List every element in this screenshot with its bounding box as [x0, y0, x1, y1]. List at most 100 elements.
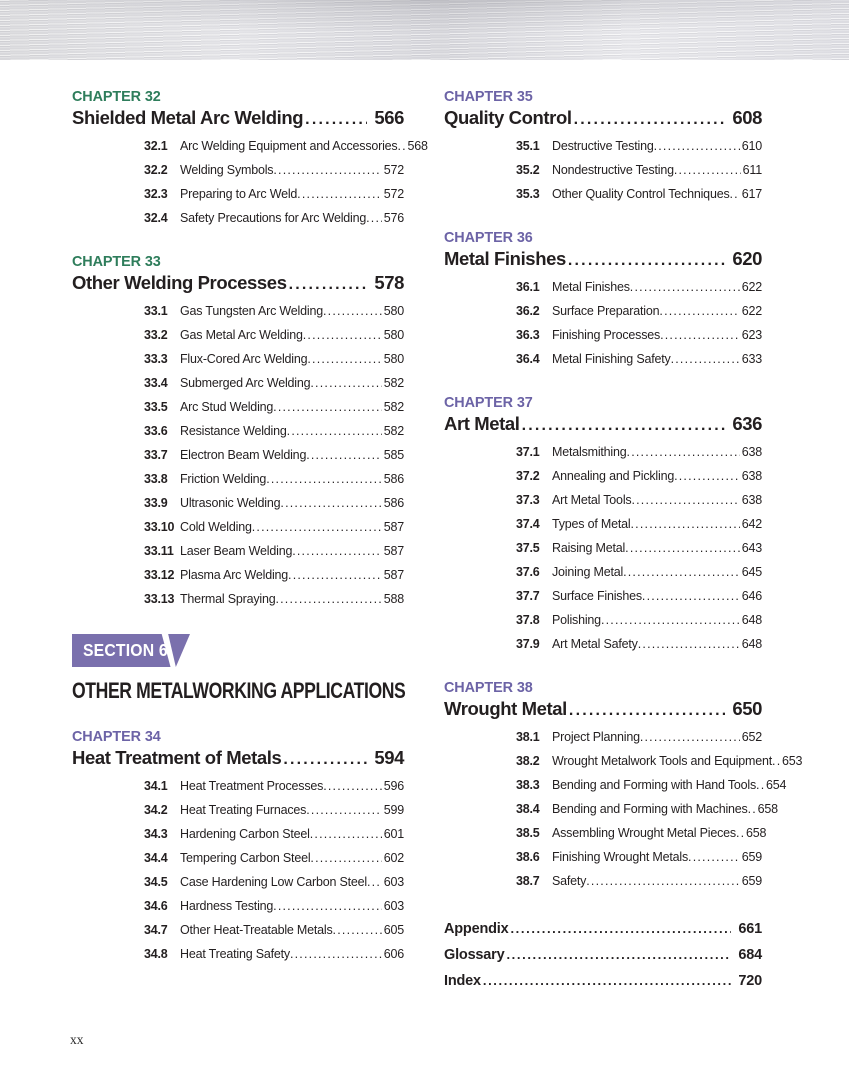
- entry-page-number: 572: [383, 187, 404, 201]
- toc-entry: 38.7 Safety 659: [444, 869, 762, 893]
- entry-page-number: 582: [383, 424, 404, 438]
- entry-page-number: 638: [741, 493, 762, 507]
- dot-leader: [483, 968, 732, 994]
- dot-leader: [273, 395, 382, 419]
- chapter-page-number: 636: [732, 413, 762, 434]
- chapter-title: Art Metal: [444, 413, 520, 434]
- entry-number: 36.4: [516, 352, 540, 366]
- entry-number: 38.5: [516, 826, 540, 840]
- dot-leader: [642, 584, 740, 608]
- toc-entry: 36.1 Metal Finishes 622: [444, 275, 762, 299]
- toc-entry: 38.6 Finishing Wrought Metals 659: [444, 845, 762, 869]
- entry-number: 38.3: [516, 778, 540, 792]
- dot-leader: [323, 774, 382, 798]
- entry-number: 33.13: [144, 592, 175, 606]
- dot-leader: [522, 413, 726, 435]
- dot-leader: [506, 942, 731, 968]
- entry-label: Art Metal Safety: [552, 637, 638, 651]
- dot-leader: [574, 107, 726, 129]
- dot-leader: [290, 942, 382, 966]
- entry-label: Hardness Testing: [180, 899, 274, 913]
- dot-leader: [367, 870, 382, 894]
- entry-label: Bending and Forming with Hand Tools: [552, 778, 757, 792]
- chapter-page-number: 566: [374, 107, 404, 128]
- entry-label: Assembling Wrought Metal Pieces: [552, 826, 736, 840]
- entry-label: Metal Finishing Safety: [552, 352, 671, 366]
- entry-number: 34.4: [144, 851, 168, 865]
- entry-number: 34.5: [144, 875, 168, 889]
- dot-leader: [287, 419, 382, 443]
- toc-entry: 34.5 Case Hardening Low Carbon Steel 603: [72, 870, 404, 894]
- entry-label: Metal Finishes: [552, 280, 630, 294]
- entry-page-number: 582: [383, 400, 404, 414]
- entry-number: 37.3: [516, 493, 540, 507]
- dot-leader: [625, 536, 740, 560]
- entry-number: 34.6: [144, 899, 168, 913]
- entry-label: Other Quality Control Techniques: [552, 187, 730, 201]
- backmatter-page-number: 684: [738, 947, 762, 963]
- toc-entry: 37.8 Polishing 648: [444, 608, 762, 632]
- chapter-block: CHAPTER 35 Quality Control 608 35.1 Destruct…: [444, 88, 762, 206]
- entry-number: 34.3: [144, 827, 168, 841]
- backmatter-row: Glossary 684: [444, 942, 762, 968]
- toc-entry: 34.6 Hardness Testing 603: [72, 894, 404, 918]
- dot-leader: [333, 918, 382, 942]
- entry-page-number: 576: [383, 211, 404, 225]
- dot-leader: [730, 182, 740, 206]
- toc-entry: 34.2 Heat Treating Furnaces 599: [72, 798, 404, 822]
- entry-number: 33.10: [144, 520, 175, 534]
- toc-entry: 37.5 Raising Metal 643: [444, 536, 762, 560]
- entry-page-number: 622: [741, 280, 762, 294]
- toc-entry: 37.2 Annealing and Pickling 638: [444, 464, 762, 488]
- chapter-page-number: 608: [732, 107, 762, 128]
- toc-entry: 33.4 Submerged Arc Welding 582: [72, 371, 404, 395]
- entry-label: Arc Stud Welding: [180, 400, 274, 414]
- entry-label: Electron Beam Welding: [180, 448, 307, 462]
- toc-entry: 34.3 Hardening Carbon Steel 601: [72, 822, 404, 846]
- entry-number: 32.4: [144, 211, 168, 225]
- dot-leader: [252, 515, 382, 539]
- entry-page-number: 580: [383, 328, 404, 342]
- dot-leader: [674, 464, 740, 488]
- toc-entry: 38.5 Assembling Wrought Metal Pieces 658: [444, 821, 766, 845]
- toc-entry: 32.4 Safety Precautions for Arc Welding 57…: [72, 206, 404, 230]
- entry-page-number: 603: [383, 875, 404, 889]
- entry-page-number: 588: [383, 592, 404, 606]
- entry-label: Destructive Testing: [552, 139, 654, 153]
- toc-entry: 38.2 Wrought Metalwork Tools and Equipmen…: [444, 749, 803, 773]
- toc-entry: 37.7 Surface Finishes 646: [444, 584, 762, 608]
- entry-page-number: 646: [741, 589, 762, 603]
- dot-leader: [660, 323, 740, 347]
- chapter-block: CHAPTER 33 Other Welding Processes 578 33.1…: [72, 253, 404, 611]
- entry-number: 37.2: [516, 469, 540, 483]
- entry-page-number: 596: [383, 779, 404, 793]
- entry-page-number: 643: [741, 541, 762, 555]
- entry-page-number: 587: [383, 544, 404, 558]
- chapter-title-row: Wrought Metal 650: [444, 698, 762, 720]
- dot-leader: [310, 371, 381, 395]
- page-number-footer: xx: [70, 1032, 84, 1047]
- entry-page-number: 587: [383, 568, 404, 582]
- entry-page-number: 652: [741, 730, 762, 744]
- entry-label: Submerged Arc Welding: [180, 376, 311, 390]
- section-banner: SECTION 6 OTHER METALWORKING APPLICATIONS: [72, 634, 406, 704]
- entry-number: 33.2: [144, 328, 168, 342]
- backmatter-page-number: 661: [738, 921, 762, 937]
- entry-number: 32.1: [144, 139, 168, 153]
- dot-leader: [586, 869, 739, 893]
- entry-number: 37.5: [516, 541, 540, 555]
- dot-leader: [273, 894, 382, 918]
- entry-label: Plasma Arc Welding: [180, 568, 289, 582]
- chapter-title: Shielded Metal Arc Welding: [72, 107, 304, 128]
- toc-column-right: CHAPTER 35 Quality Control 608 35.1 Destruct…: [444, 88, 803, 994]
- entry-number: 33.4: [144, 376, 168, 390]
- entry-label: Project Planning: [552, 730, 640, 744]
- dot-leader: [630, 275, 740, 299]
- toc-entry: 36.3 Finishing Processes 623: [444, 323, 762, 347]
- section-badge-label: SECTION 6: [83, 640, 168, 660]
- entry-page-number: 648: [741, 637, 762, 651]
- entry-label: Other Heat-Treatable Metals: [180, 923, 333, 937]
- backmatter-label: Glossary: [444, 947, 505, 963]
- toc-entry: 36.2 Surface Preparation 622: [444, 299, 762, 323]
- entry-page-number: 599: [383, 803, 404, 817]
